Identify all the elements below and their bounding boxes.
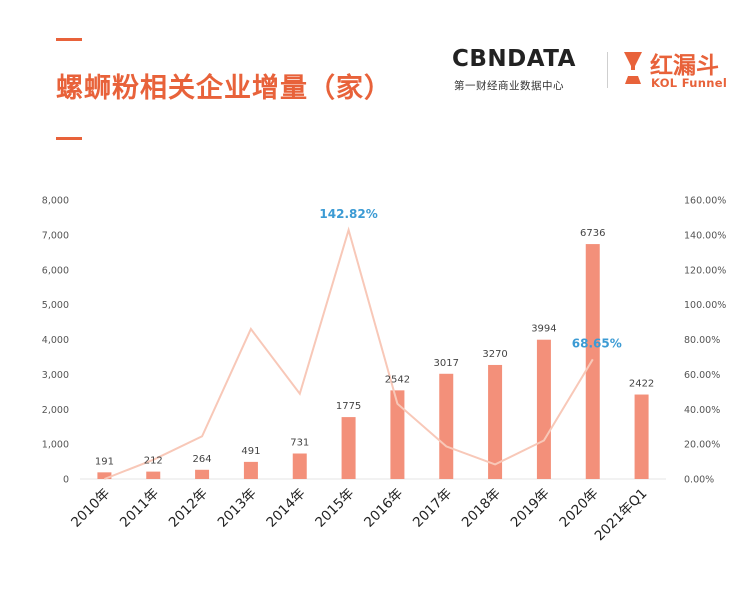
- funnel-icon: [624, 52, 642, 84]
- y-right-tick-label: 20.00%: [684, 440, 720, 451]
- x-tick-label: 2017年: [410, 486, 455, 531]
- bar: [488, 364, 503, 479]
- y-left-tick-label: 6,000: [42, 265, 69, 276]
- bar: [97, 472, 112, 479]
- y-left-tick-label: 2,000: [42, 405, 69, 416]
- y-right-tick-label: 160.00%: [684, 196, 726, 207]
- title-accent-bottom: [56, 137, 82, 140]
- bar-value-label: 1775: [336, 401, 361, 412]
- bar: [439, 373, 454, 479]
- x-tick-label: 2012年: [166, 486, 211, 531]
- bar-value-label: 191: [95, 456, 114, 467]
- x-tick-label: 2019年: [508, 486, 553, 531]
- brand-logos: CBNDATA 第一财经商业数据中心 红漏斗 KOL Funnel: [452, 46, 742, 100]
- y-left-tick-label: 7,000: [42, 230, 69, 241]
- bar: [146, 471, 161, 479]
- bar-value-label: 6736: [580, 228, 605, 239]
- x-tick-label: 2016年: [361, 486, 406, 531]
- kol-logo-cn: 红漏斗: [650, 53, 719, 79]
- page-title: 螺蛳粉相关企业增量（家）: [56, 73, 392, 104]
- bar-value-label: 2542: [385, 374, 410, 385]
- bar: [585, 244, 600, 479]
- bar-value-label: 3017: [434, 358, 459, 369]
- bar-value-label: 3270: [482, 349, 507, 360]
- x-tick-label: 2015年: [312, 486, 357, 531]
- x-tick-label: 2020年: [556, 486, 601, 531]
- growth-rate-line: [104, 226, 594, 480]
- kol-logo-en: KOL Funnel: [651, 76, 728, 90]
- x-tick-label: 2014年: [263, 486, 308, 531]
- y-left-tick-label: 4,000: [42, 335, 69, 346]
- y-left-tick-label: 5,000: [42, 300, 69, 311]
- y-left-tick-label: 0: [63, 475, 69, 486]
- bar-value-label: 731: [290, 438, 309, 449]
- y-right-tick-label: 0.00%: [684, 475, 714, 486]
- x-tick-label: 2021年Q1: [592, 486, 651, 545]
- y-right-tick-label: 60.00%: [684, 370, 720, 381]
- bar: [634, 394, 649, 479]
- y-right-tick-label: 100.00%: [684, 300, 726, 311]
- bar-value-label: 3994: [531, 324, 556, 335]
- y-left-tick-label: 8,000: [42, 196, 69, 207]
- y-right-tick-label: 80.00%: [684, 335, 720, 346]
- brand-separator: [607, 52, 608, 88]
- x-tick-label: 2011年: [117, 486, 162, 531]
- title-accent-top: [56, 38, 82, 41]
- bar: [292, 453, 307, 479]
- bar: [243, 461, 258, 479]
- x-tick-label: 2010年: [68, 486, 113, 531]
- bar-value-label: 264: [193, 454, 212, 465]
- growth-highlight-label: 68.65%: [572, 336, 622, 350]
- bar-value-label: 212: [144, 456, 163, 467]
- bar: [341, 417, 356, 479]
- x-tick-label: 2018年: [459, 486, 504, 531]
- x-tick-label: 2013年: [215, 486, 260, 531]
- y-right-tick-label: 120.00%: [684, 265, 726, 276]
- y-left-tick-label: 1,000: [42, 440, 69, 451]
- y-right-tick-label: 40.00%: [684, 405, 720, 416]
- bar: [390, 390, 405, 479]
- growth-highlight-label: 142.82%: [319, 207, 377, 221]
- bar-value-label: 491: [241, 446, 260, 457]
- bar-value-label: 2422: [629, 379, 654, 390]
- bar: [195, 469, 210, 479]
- cbndata-logo: CBNDATA: [452, 46, 576, 72]
- y-left-tick-label: 3,000: [42, 370, 69, 381]
- y-right-tick-label: 140.00%: [684, 230, 726, 241]
- cbndata-subtitle: 第一财经商业数据中心: [454, 80, 564, 92]
- bar: [536, 339, 551, 479]
